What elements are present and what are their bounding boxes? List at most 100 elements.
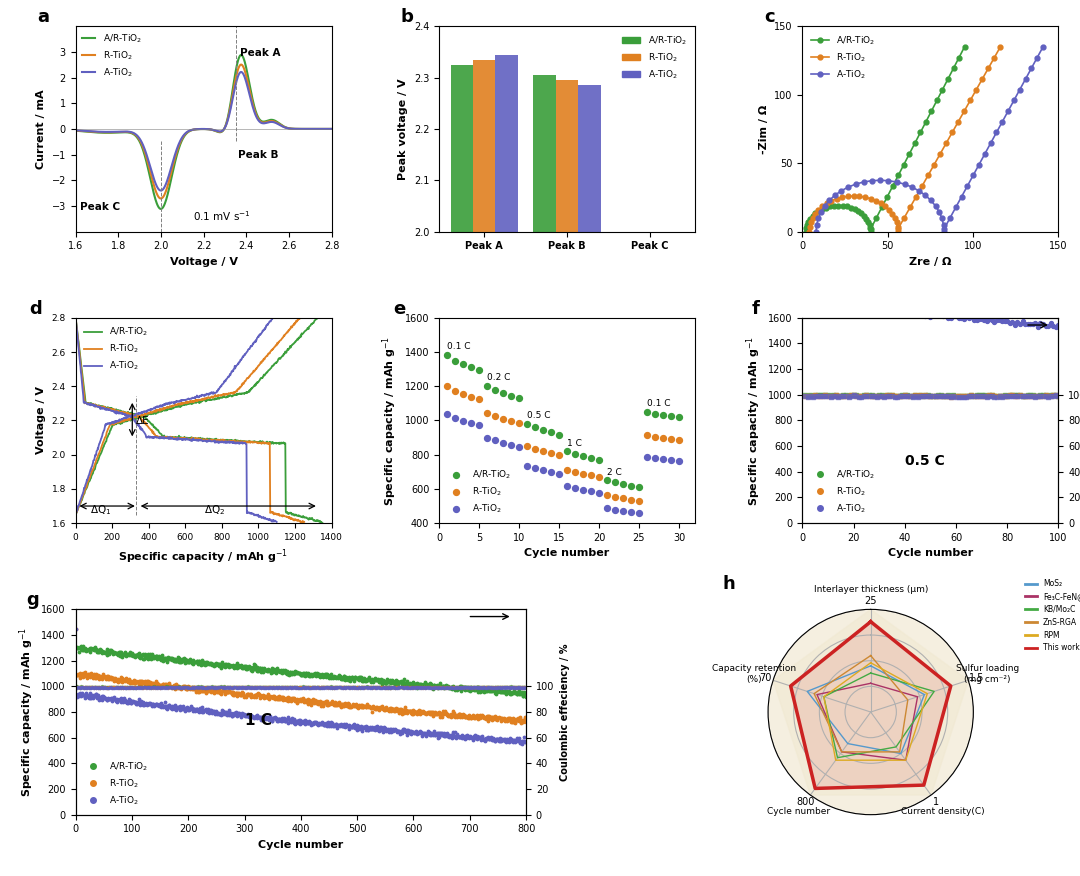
A/R-TiO$_2$ [104, 645, 121, 659]
Point [216, 680, 233, 694]
Point [937, 265, 955, 279]
Point [1044, 389, 1062, 403]
R-TiO$_2$ [428, 707, 445, 721]
Point [224, 681, 241, 695]
Point [181, 680, 199, 694]
R-TiO$_2$ [111, 674, 129, 688]
A-TiO$_2$ [114, 126, 127, 137]
R-TiO$_2$ [820, 198, 833, 208]
Point [123, 681, 140, 695]
R-TiO$_2$ [132, 675, 149, 689]
A/R-TiO$_2$ [490, 684, 508, 698]
R-TiO$_2$ [117, 673, 134, 687]
Point [316, 680, 334, 694]
Point [437, 681, 455, 695]
Point [363, 681, 380, 695]
Point [321, 680, 338, 694]
Point [497, 680, 514, 694]
Point [96, 681, 113, 695]
A/R-TiO$_2$ [333, 672, 350, 686]
A/R-TiO$_2$ [83, 641, 100, 655]
Point [230, 680, 247, 694]
Point [205, 680, 222, 694]
Point [465, 681, 483, 695]
Point [968, 290, 985, 304]
A-TiO$_2$ [340, 723, 357, 737]
Point [104, 680, 121, 694]
Point [276, 680, 294, 694]
Point [1024, 389, 1041, 403]
A/R-TiO$_2$ [403, 676, 420, 690]
Point [300, 681, 318, 695]
Point [273, 681, 291, 695]
Point [75, 681, 92, 695]
A-TiO$_2$ [440, 728, 457, 742]
Point [78, 681, 95, 695]
A/R-TiO$_2$ [109, 647, 126, 661]
Point [405, 681, 422, 695]
Point [213, 680, 230, 694]
Point [940, 265, 957, 279]
A/R-TiO$_2$ [219, 658, 237, 672]
Point [120, 681, 137, 695]
A/R-TiO$_2$ [461, 682, 478, 696]
A-TiO$_2$ [361, 722, 378, 736]
A/R-TiO$_2$ [484, 684, 501, 698]
Point [492, 681, 510, 695]
Point [141, 681, 159, 695]
A/R-TiO$_2$ [381, 674, 399, 688]
A-TiO$_2$ [363, 722, 380, 736]
R-TiO$_2$ [255, 690, 272, 704]
A/R-TiO$_2$ [171, 654, 188, 668]
A-TiO$_2$ [79, 689, 96, 703]
Point [256, 681, 273, 695]
A-TiO$_2$ [100, 692, 118, 706]
A/R-TiO$_2$ [346, 674, 363, 688]
R-TiO$_2$ [449, 710, 467, 724]
Point [114, 681, 132, 695]
R-TiO$_2$ [381, 703, 399, 717]
Point [286, 680, 303, 694]
R-TiO$_2$ [384, 702, 402, 716]
A-TiO$_2$ [465, 729, 483, 743]
A/R-TiO$_2$ [202, 657, 219, 671]
R-TiO$_2$ [77, 668, 94, 682]
A/R-TiO$_2$ [820, 202, 833, 213]
Point [239, 681, 256, 695]
Point [464, 681, 482, 695]
R-TiO$_2$ [80, 668, 97, 682]
A/R-TiO$_2$ [97, 645, 114, 659]
Point [459, 681, 476, 695]
Point [227, 681, 244, 695]
Point [90, 680, 107, 694]
Point [401, 681, 418, 695]
A-TiO$_2$ [475, 731, 492, 745]
R-TiO$_2$ [286, 694, 303, 708]
R-TiO$_2$ [147, 675, 164, 689]
Point [1050, 389, 1067, 403]
Point [509, 681, 526, 695]
R-TiO$_2$ [375, 702, 392, 716]
Point [307, 681, 324, 695]
Point [117, 680, 134, 694]
Point [126, 681, 144, 695]
Point [221, 681, 239, 695]
Point [456, 680, 473, 694]
Point [259, 681, 276, 695]
Point [503, 680, 521, 694]
Point [511, 681, 528, 695]
R-TiO$_2$ [212, 686, 229, 700]
A-TiO$_2$ [472, 733, 489, 747]
Point [971, 312, 988, 326]
R-TiO$_2$ [382, 704, 400, 718]
Point [1011, 388, 1028, 402]
A-TiO$_2$ [482, 731, 499, 745]
Point [348, 680, 365, 694]
A-TiO$_2$ [319, 719, 336, 733]
Point [496, 681, 513, 695]
Point [796, 276, 813, 290]
R-TiO$_2$ [368, 700, 386, 714]
A/R-TiO$_2$ [510, 683, 527, 697]
A-TiO$_2$ [327, 717, 345, 731]
A-TiO$_2$ [173, 701, 190, 715]
